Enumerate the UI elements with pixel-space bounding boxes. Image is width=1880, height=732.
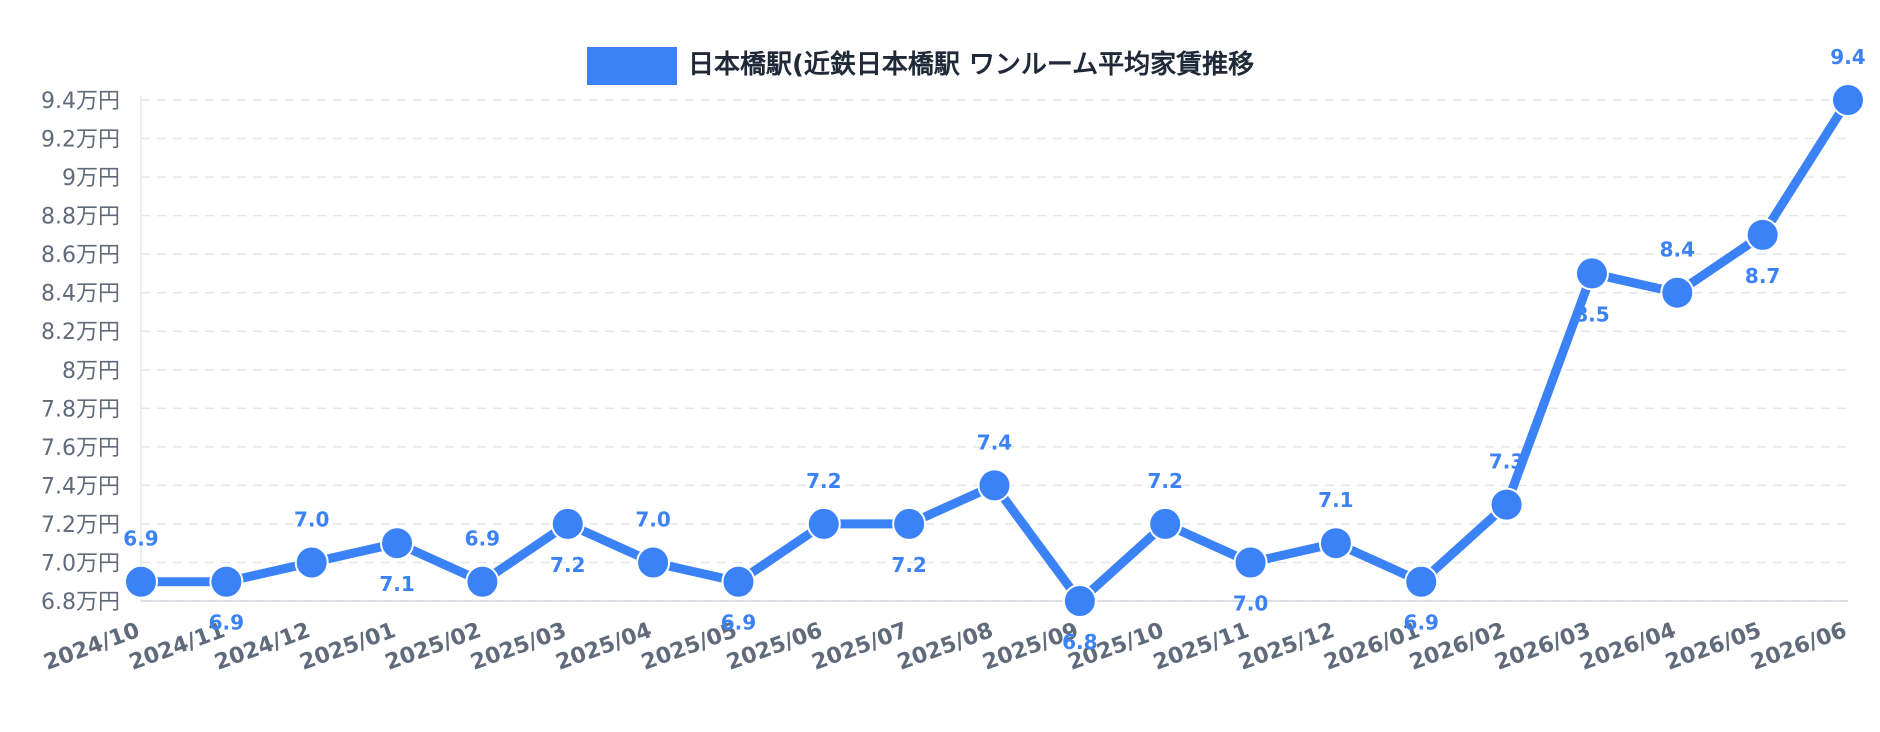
data-point[interactable]	[1404, 564, 1439, 599]
legend-label: 日本橋駅(近鉄日本橋駅 ワンルーム平均家賃推移	[688, 49, 1254, 80]
y-tick-label: 7.6万円	[41, 436, 120, 461]
data-label: 6.9	[209, 611, 244, 635]
x-tick-label: 2025/08	[894, 618, 996, 676]
data-label: 7.0	[635, 507, 670, 531]
data-label: 6.9	[721, 611, 756, 635]
data-label: 9.4	[1830, 45, 1865, 69]
y-tick-label: 8.4万円	[41, 282, 120, 307]
data-point[interactable]	[209, 564, 244, 599]
x-tick-label: 2025/03	[467, 618, 569, 676]
data-label: 8.7	[1745, 264, 1780, 288]
data-label: 8.4	[1660, 238, 1695, 262]
y-tick-label: 9万円	[62, 166, 120, 191]
y-axis: 6.8万円 7.0万円 7.2万円 7.4万円 7.6万円 7.8万円 8万円 8.2万円 8.…	[41, 89, 142, 615]
x-tick-label: 2025/01	[297, 618, 399, 676]
data-point[interactable]	[294, 545, 329, 580]
data-point[interactable]	[465, 564, 500, 599]
data-point[interactable]	[806, 506, 841, 541]
data-label: 7.1	[1318, 488, 1353, 512]
data-point[interactable]	[550, 506, 585, 541]
data-label: 7.2	[550, 553, 585, 577]
data-point[interactable]	[1660, 275, 1695, 310]
data-point[interactable]	[977, 468, 1012, 503]
data-label: 6.9	[1404, 611, 1439, 635]
data-label: 7.1	[379, 572, 414, 596]
data-label: 8.5	[1574, 302, 1609, 326]
y-tick-label: 8.2万円	[41, 320, 120, 345]
data-point[interactable]	[1318, 526, 1353, 561]
data-point[interactable]	[892, 506, 927, 541]
data-point[interactable]	[1745, 217, 1780, 252]
x-tick-label: 2025/07	[809, 618, 911, 676]
legend-swatch	[587, 47, 677, 85]
y-tick-label: 9.4万円	[41, 89, 120, 114]
x-axis: 2024/102024/112024/122025/012025/022025/…	[41, 600, 1850, 676]
data-point[interactable]	[1831, 83, 1865, 117]
data-point[interactable]	[1574, 256, 1609, 291]
series-line	[124, 83, 1865, 618]
x-tick-label: 2025/12	[1236, 618, 1338, 676]
data-label: 6.9	[123, 527, 158, 551]
x-tick-label: 2026/06	[1748, 618, 1850, 676]
data-label: 6.8	[1062, 630, 1097, 654]
data-label: 7.2	[1147, 469, 1182, 493]
x-tick-label: 2024/10	[41, 618, 143, 676]
data-point[interactable]	[380, 526, 415, 561]
y-tick-label: 7.4万円	[41, 474, 120, 499]
x-tick-label: 2026/05	[1662, 618, 1764, 676]
y-tick-label: 9.2万円	[41, 128, 120, 153]
x-tick-label: 2025/04	[553, 618, 655, 676]
data-label: 7.4	[977, 430, 1012, 454]
data-point[interactable]	[721, 564, 756, 599]
data-label: 7.0	[1233, 591, 1268, 615]
data-point[interactable]	[1148, 506, 1183, 541]
legend: 日本橋駅(近鉄日本橋駅 ワンルーム平均家賃推移	[587, 47, 1254, 85]
grid-lines	[141, 99, 1848, 602]
data-label: 7.0	[294, 507, 329, 531]
x-tick-label: 2026/03	[1492, 618, 1594, 676]
y-tick-label: 8.8万円	[41, 205, 120, 230]
y-tick-label: 7.2万円	[41, 513, 120, 538]
data-labels: 6.9 6.9 7.0 7.1 6.9 7.2 7.0 6.9 7.2 7.2 7.4 6.8 7.2 7…	[123, 45, 1865, 654]
data-label: 7.2	[891, 553, 926, 577]
data-label: 7.2	[806, 469, 841, 493]
data-point[interactable]	[1489, 487, 1524, 522]
y-tick-label: 7.8万円	[41, 397, 120, 422]
y-tick-label: 7.0万円	[41, 551, 120, 576]
x-tick-label: 2025/02	[382, 618, 484, 676]
x-tick-label: 2025/11	[1150, 618, 1252, 676]
y-tick-label: 8万円	[62, 359, 120, 384]
y-tick-label: 8.6万円	[41, 243, 120, 268]
data-label: 6.9	[465, 527, 500, 551]
data-point[interactable]	[636, 545, 671, 580]
data-point[interactable]	[124, 564, 158, 599]
data-label: 7.3	[1489, 450, 1524, 474]
series-line-path	[136, 95, 1853, 606]
x-tick-label: 2026/04	[1577, 618, 1679, 676]
data-point[interactable]	[1062, 584, 1097, 618]
y-tick-label: 6.8万円	[41, 590, 120, 615]
data-point[interactable]	[1233, 545, 1268, 580]
